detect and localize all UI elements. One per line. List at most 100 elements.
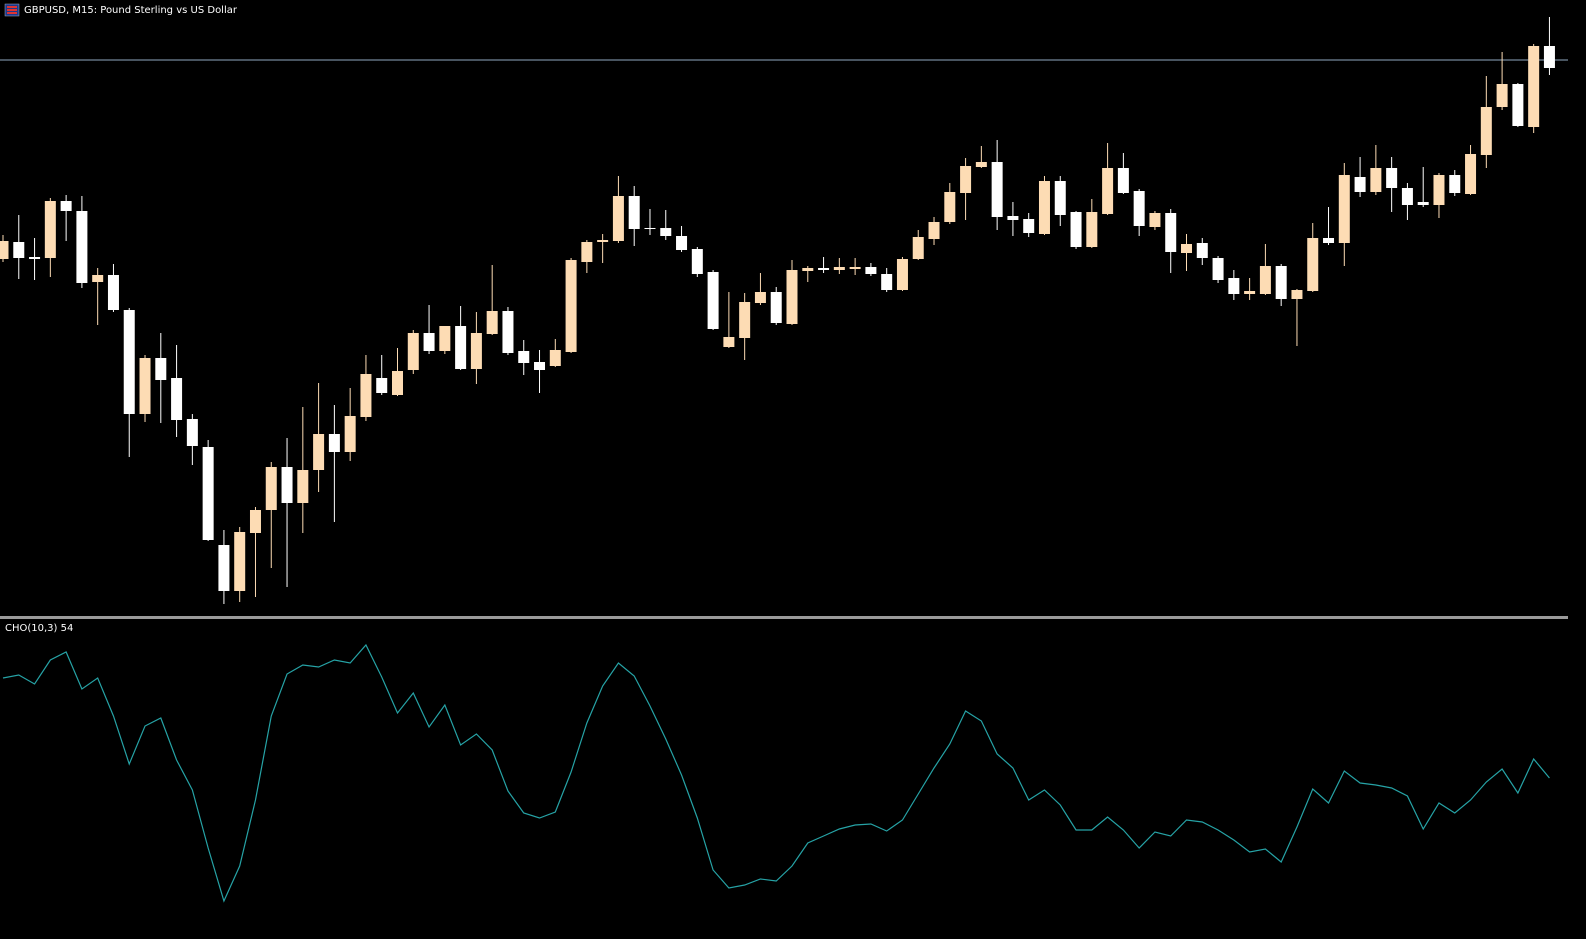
candle-body — [754, 292, 766, 303]
candle-body — [534, 362, 546, 370]
candle-body — [1181, 244, 1192, 253]
candle-body — [1338, 175, 1350, 243]
candle-body — [644, 228, 656, 229]
candle-body — [407, 333, 419, 370]
pane-separator — [0, 616, 1568, 620]
candle-body — [60, 201, 72, 211]
candle-body — [565, 260, 577, 352]
candle-body — [13, 242, 25, 258]
candle-body — [944, 192, 956, 222]
candle-body — [234, 532, 246, 591]
candle-body — [297, 470, 309, 503]
candle-body — [1212, 258, 1224, 280]
candle-body — [76, 211, 88, 283]
candle-body — [249, 510, 261, 533]
candle-body — [1323, 238, 1335, 243]
candle-body — [392, 371, 403, 395]
candle-body — [676, 236, 688, 250]
candle-body — [833, 267, 845, 270]
candle-body — [1307, 238, 1319, 291]
candle-body — [1244, 291, 1256, 294]
candle-body — [1259, 266, 1271, 294]
candle-body — [928, 222, 940, 239]
candle-body — [439, 326, 451, 351]
candle-body — [1007, 216, 1019, 220]
candle-body — [518, 351, 530, 363]
candle-body — [1149, 213, 1161, 227]
candle-body — [960, 166, 972, 193]
candle-body — [691, 249, 703, 274]
candle-body — [723, 337, 735, 347]
candle-body — [328, 434, 340, 452]
candle-body — [802, 268, 814, 271]
candle-body — [1291, 290, 1303, 299]
candle-body — [139, 358, 151, 414]
candle-body — [739, 302, 751, 338]
candle-body — [1401, 188, 1413, 205]
chart-title: GBPUSD, M15: Pound Sterling vs US Dollar — [24, 5, 238, 16]
candle-body — [1054, 181, 1066, 215]
candle-body — [865, 267, 877, 274]
candle-body — [455, 326, 467, 369]
candle-body — [265, 467, 277, 510]
candle-body — [0, 241, 9, 259]
candle-body — [849, 267, 861, 269]
candle-body — [502, 311, 514, 353]
candle-body — [1102, 168, 1114, 214]
candle-body — [218, 545, 230, 591]
candle-body — [1023, 219, 1035, 233]
candle-body — [1512, 84, 1524, 126]
candle-body — [1370, 168, 1382, 192]
candle-body — [881, 274, 893, 290]
candle-body — [1133, 191, 1145, 226]
candle-body — [707, 272, 719, 329]
candle-body — [1528, 46, 1540, 127]
candle-body — [1165, 213, 1177, 252]
candle-body — [1117, 168, 1129, 193]
candle-body — [818, 268, 830, 270]
candle-body — [1480, 107, 1492, 155]
candle-body — [44, 201, 56, 258]
candle-body — [1433, 175, 1445, 205]
candle-body — [202, 447, 214, 540]
candle-body — [29, 257, 41, 259]
candle-body — [155, 358, 167, 380]
candle-body — [1228, 278, 1240, 294]
candle-body — [92, 275, 104, 282]
candle-body — [1496, 84, 1508, 107]
candle-body — [770, 292, 782, 323]
candle-body — [123, 310, 135, 414]
candle-body — [470, 333, 482, 369]
candle-body — [549, 350, 561, 366]
candle-body — [1275, 266, 1287, 299]
candle-body — [1038, 181, 1050, 234]
candle-body — [1543, 46, 1555, 68]
candle-body — [660, 228, 672, 236]
candle-body — [1070, 212, 1082, 247]
candle-body — [1417, 202, 1429, 205]
indicator-label: CHO(10,3) 54 — [5, 623, 73, 634]
candle-body — [313, 434, 325, 470]
candle-body — [1386, 168, 1398, 188]
candle-body — [281, 467, 293, 503]
candle-body — [896, 259, 908, 290]
candle-body — [786, 270, 798, 324]
candle-body — [344, 416, 356, 452]
candle-body — [1196, 243, 1208, 258]
symbol-icon — [4, 3, 20, 17]
candle-body — [171, 378, 183, 420]
candle-body — [612, 196, 624, 241]
candle-body — [975, 162, 987, 167]
candle-body — [1086, 212, 1098, 247]
candle-body — [186, 419, 198, 446]
candle-body — [360, 374, 372, 417]
candle-body — [1449, 175, 1461, 193]
candle-body — [912, 237, 924, 259]
candle-body — [628, 196, 640, 229]
pane-separator-gap — [0, 619, 1568, 620]
candle-body — [581, 242, 593, 262]
candle-body — [107, 275, 119, 310]
